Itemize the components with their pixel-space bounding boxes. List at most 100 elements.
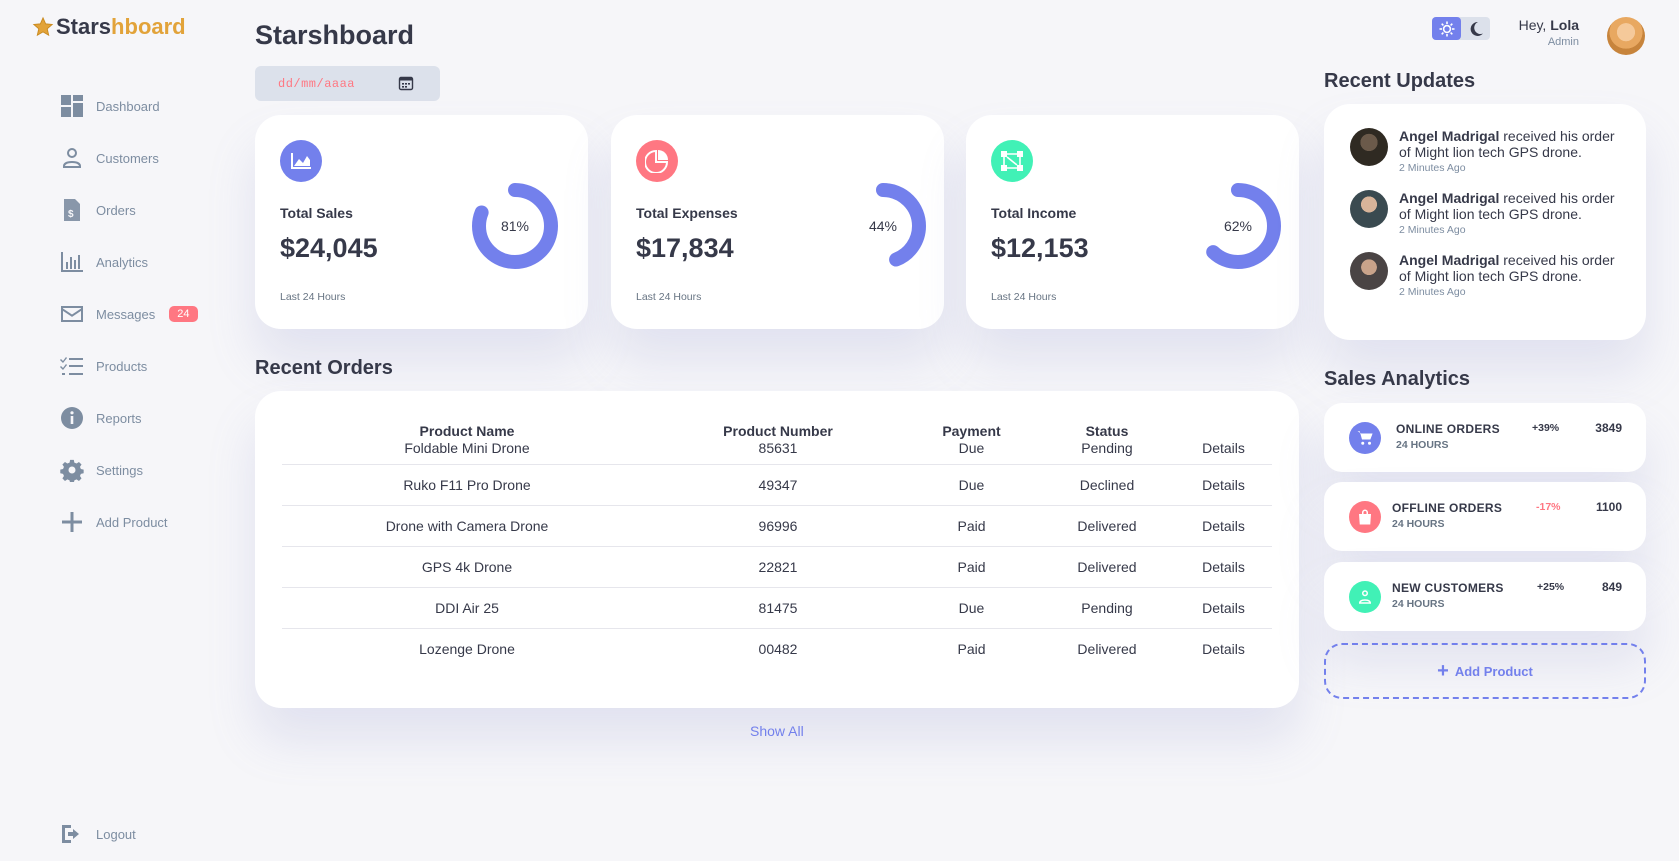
status: Pending [1039, 440, 1175, 465]
product-name: DDI Air 25 [282, 587, 652, 629]
sidebar-item-add-product[interactable]: Add Product [60, 510, 168, 534]
sidebar-item-settings[interactable]: Settings [60, 458, 143, 482]
logout-icon [60, 822, 84, 846]
messages-count-badge: 24 [169, 306, 198, 322]
sidebar-item-label: Messages [96, 306, 156, 322]
logout-label: Logout [96, 826, 136, 842]
details-link[interactable]: Details [1175, 587, 1272, 629]
avatar [1350, 128, 1388, 166]
gear-icon [60, 458, 84, 482]
progress-donut: 81% [469, 180, 561, 272]
info-icon [60, 406, 84, 430]
person-icon [1349, 581, 1381, 613]
stat-label: Total Expenses [636, 205, 738, 221]
status: Pending [1039, 587, 1175, 629]
sidebar-item-messages[interactable]: Messages 24 [60, 302, 198, 326]
greeting: Hey, Lola [1519, 17, 1579, 33]
analytics-change: +25% [1537, 581, 1565, 593]
logo-text-part1: Stars [56, 14, 112, 39]
sidebar-item-reports[interactable]: Reports [60, 406, 142, 430]
update-user: Angel Madrigal [1399, 252, 1500, 268]
update-item: Angel Madrigal received his order of Mig… [1350, 128, 1619, 174]
theme-toggle[interactable] [1432, 17, 1490, 40]
avatar [1350, 252, 1388, 290]
analytics-change: -17% [1536, 501, 1561, 513]
date-placeholder: dd/mm/aaaa [278, 76, 356, 91]
recent-orders-heading: Recent Orders [255, 357, 393, 379]
details-link[interactable]: Details [1175, 440, 1272, 465]
add-product-label: Add Product [1454, 663, 1533, 679]
dark-mode-button[interactable] [1461, 17, 1490, 40]
update-message: received his order of Might lion tech GP… [1399, 252, 1615, 284]
analytics-value: 1100 [1595, 500, 1622, 514]
analytics-subtitle: 24 HOURS [1396, 439, 1449, 451]
sidebar-item-label: Customers [96, 150, 159, 166]
column-header: Product Number [723, 422, 833, 439]
table-header-row: Product Name Product Number Payment Stat… [282, 418, 1272, 440]
profile-info: Hey, Lola Admin [1519, 17, 1579, 48]
logout-button[interactable]: Logout [60, 822, 136, 846]
details-link[interactable]: Details [1175, 546, 1272, 588]
product-name: Ruko F11 Pro Drone [282, 464, 652, 506]
sidebar-item-orders[interactable]: $ Orders [60, 198, 136, 222]
progress-percent: 81% [500, 218, 530, 234]
sidebar: Stars h board Dashboard Customers $ Orders… [0, 0, 230, 861]
grid-icon [60, 94, 84, 118]
update-item: Angel Madrigal received his order of Mig… [1350, 190, 1619, 236]
update-item: Angel Madrigal received his order of Mig… [1350, 252, 1619, 298]
avatar[interactable] [1607, 17, 1645, 55]
table-row: Foldable Mini Drone 85631 Due Pending De… [282, 440, 1272, 465]
update-text: Angel Madrigal received his order of Mig… [1399, 128, 1619, 160]
calendar-icon[interactable] [398, 75, 414, 91]
details-link[interactable]: Details [1202, 641, 1245, 658]
star-icon [32, 16, 54, 37]
sidebar-item-label: Reports [96, 410, 142, 426]
updates-card: Angel Madrigal received his order of Mig… [1324, 104, 1646, 340]
cart-icon [1349, 422, 1381, 454]
logo[interactable]: Stars h board [32, 14, 186, 40]
date-input[interactable]: dd/mm/aaaa [255, 66, 440, 101]
light-mode-button[interactable] [1432, 17, 1461, 40]
sidebar-item-analytics[interactable]: Analytics [60, 250, 148, 274]
sales-analytics-heading: Sales Analytics [1324, 368, 1471, 390]
analytics-item-offline-orders: OFFLINE ORDERS 24 HOURS -17% 1100 [1324, 482, 1646, 551]
payment: Due [904, 440, 1039, 465]
analytics-value: 849 [1601, 580, 1622, 594]
analytics-change: +39% [1532, 422, 1560, 434]
update-time: 2 Minutes Ago [1399, 162, 1466, 174]
analytics-item-new-customers: NEW CUSTOMERS 24 HOURS +25% 849 [1324, 562, 1646, 631]
status: Delivered [1039, 546, 1175, 588]
show-all-link[interactable]: Show All [750, 723, 804, 739]
update-time: 2 Minutes Ago [1399, 286, 1466, 298]
product-name: Foldable Mini Drone [282, 440, 652, 465]
user-role: Admin [1547, 36, 1579, 48]
update-text: Angel Madrigal received his order of Mig… [1399, 190, 1619, 222]
update-message: received his order of Might lion tech GP… [1399, 128, 1615, 160]
moon-icon [1470, 21, 1483, 36]
payment: Paid [904, 505, 1039, 547]
table-row: Drone with Camera Drone 96996 Paid Deliv… [282, 505, 1272, 547]
mail-icon [60, 302, 84, 326]
product-number: 81475 [652, 587, 904, 629]
analytics-title: OFFLINE ORDERS [1392, 501, 1503, 515]
stat-value: $24,045 [280, 233, 378, 263]
sidebar-item-dashboard[interactable]: Dashboard [60, 94, 160, 118]
progress-donut: 44% [837, 180, 929, 272]
details-link[interactable]: Details [1175, 464, 1272, 506]
column-header: Payment [942, 422, 1001, 439]
pie-chart-icon [636, 140, 678, 182]
add-product-button[interactable]: + Add Product [1324, 643, 1646, 699]
table-row: Lozenge Drone 00482 Paid Delivered Detai… [282, 629, 1272, 670]
sidebar-item-customers[interactable]: Customers [60, 146, 159, 170]
bag-icon [1349, 501, 1381, 533]
stat-card-income: Total Income $12,153 Last 24 Hours 62% [966, 115, 1299, 329]
column-header-empty [1175, 418, 1272, 440]
greeting-text: Hey, [1518, 17, 1547, 33]
details-link[interactable]: Details [1175, 505, 1272, 547]
sidebar-item-label: Dashboard [96, 98, 160, 114]
orders-table: Product Name Product Number Payment Stat… [282, 418, 1272, 670]
product-number: 49347 [652, 464, 904, 506]
product-name: GPS 4k Drone [282, 546, 652, 588]
product-name: Drone with Camera Drone [282, 505, 652, 547]
sidebar-item-products[interactable]: Products [60, 354, 147, 378]
